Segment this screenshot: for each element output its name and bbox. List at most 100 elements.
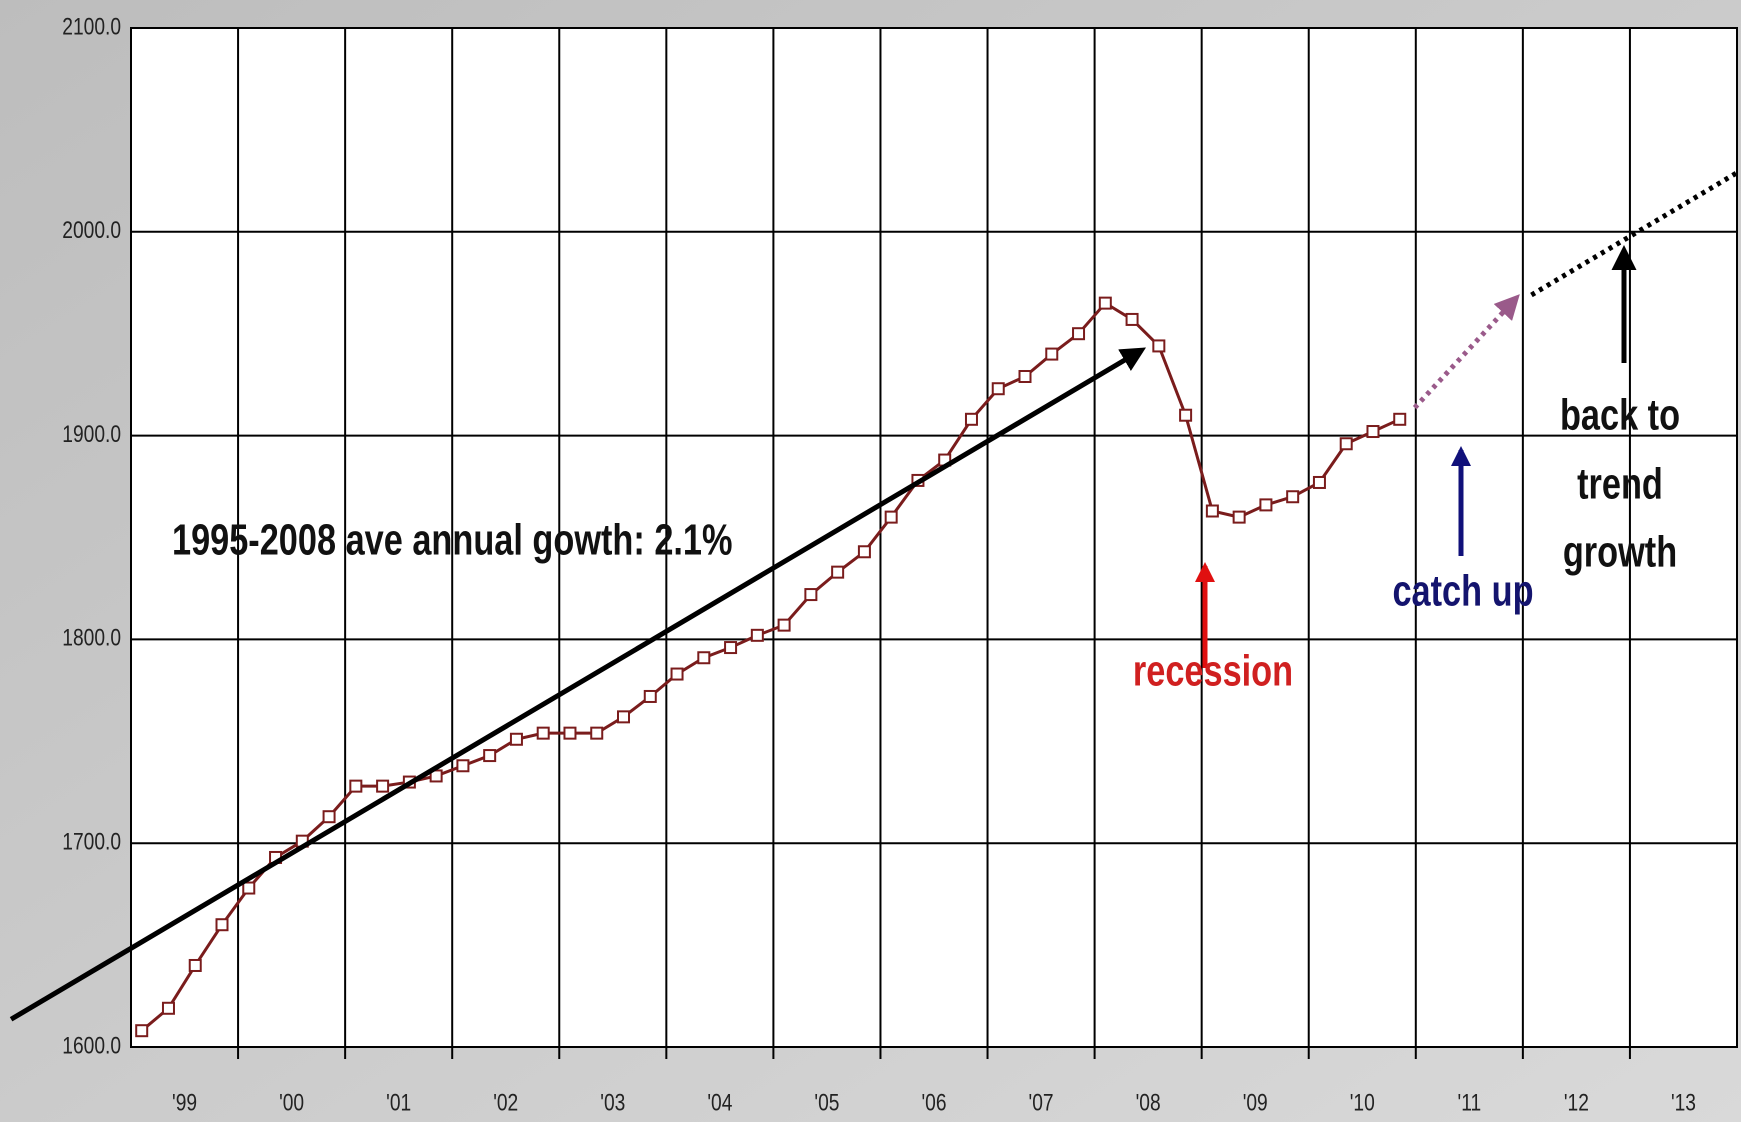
point-marker (188, 958, 202, 972)
point-marker (1393, 412, 1407, 426)
point-marker (964, 412, 978, 426)
y-tick-group: 1800.0 (62, 624, 121, 652)
point-marker (1098, 296, 1112, 310)
x-tick-group: '08 (1136, 1088, 1161, 1116)
point-marker (991, 382, 1005, 396)
point-marker (617, 710, 631, 724)
y-tick-label: 1800.0 (62, 624, 121, 652)
x-tick-label: '02 (493, 1088, 518, 1116)
y-tick-label: 1600.0 (62, 1031, 121, 1059)
point-marker (831, 565, 845, 579)
point-marker (857, 545, 871, 559)
trend-line (9, 347, 1147, 1022)
point-marker (322, 810, 336, 824)
point-marker (1152, 339, 1166, 353)
y-tick-group: 1900.0 (62, 420, 121, 448)
y-tick-label: 1700.0 (62, 827, 121, 855)
point-marker (1232, 510, 1246, 524)
catch-up-label: catch up (1392, 567, 1533, 616)
point-marker (483, 749, 497, 763)
x-tick-label: '99 (172, 1088, 197, 1116)
x-tick-label: '08 (1136, 1088, 1161, 1116)
point-marker (161, 1001, 175, 1015)
x-tick-group: '10 (1350, 1088, 1375, 1116)
x-tick-group: '07 (1029, 1088, 1054, 1116)
point-marker (215, 918, 229, 932)
plot-area (131, 28, 1737, 1047)
point-marker (750, 628, 764, 642)
plot-frame (130, 27, 1738, 1048)
point-marker (670, 667, 684, 681)
x-tick-group: '09 (1243, 1088, 1268, 1116)
x-tick-label: '01 (386, 1088, 411, 1116)
x-tick-group: '05 (814, 1088, 839, 1116)
point-marker (1339, 437, 1353, 451)
point-marker (349, 779, 363, 793)
point-marker (1205, 504, 1219, 518)
y-tick-label: 1900.0 (62, 420, 121, 448)
point-marker (1286, 490, 1300, 504)
x-tick-group: '01 (386, 1088, 411, 1116)
grid (130, 27, 1738, 1059)
point-marker (1179, 408, 1193, 422)
point-marker (242, 881, 256, 895)
y-tick-group: 1600.0 (62, 1031, 121, 1059)
point-marker (697, 651, 711, 665)
x-tick-label: '03 (600, 1088, 625, 1116)
x-tick-group: '02 (493, 1088, 518, 1116)
y-tick-label: 2000.0 (62, 216, 121, 244)
point-marker (536, 726, 550, 740)
point-marker (509, 732, 523, 746)
growth-note: 1995-2008 ave annual gowth: 2.1% (172, 516, 733, 565)
x-tick-label: '00 (279, 1088, 304, 1116)
x-tick-group: '11 (1458, 1088, 1482, 1116)
point-marker (643, 689, 657, 703)
point-marker (1366, 425, 1380, 439)
trend-line (1530, 170, 1739, 298)
trend-label: trend (1577, 460, 1663, 509)
x-tick-label: '10 (1350, 1088, 1375, 1116)
x-tick-label: '06 (921, 1088, 946, 1116)
x-tick-label: '05 (814, 1088, 839, 1116)
recession-label: recession (1133, 647, 1293, 696)
point-marker (135, 1024, 149, 1038)
point-marker (456, 759, 470, 773)
growth-note-group: 1995-2008 ave annual gowth: 2.1% (172, 516, 733, 565)
x-tick-label: '04 (707, 1088, 732, 1116)
x-tick-group: '12 (1564, 1088, 1589, 1116)
x-tick-group: '06 (921, 1088, 946, 1116)
x-tick-group: '03 (600, 1088, 625, 1116)
point-marker (1259, 498, 1273, 512)
y-tick-group: 2000.0 (62, 216, 121, 244)
trend-label: back to (1560, 391, 1680, 440)
point-marker (777, 618, 791, 632)
x-tick-label: '11 (1458, 1088, 1482, 1116)
x-tick-label: '12 (1564, 1088, 1589, 1116)
recession-group: recession (1133, 647, 1293, 696)
catch-up-group: catch up (1392, 567, 1533, 616)
trend-group: back to trend growth (1560, 391, 1680, 577)
x-tick-group: '99 (172, 1088, 197, 1116)
point-marker (1072, 327, 1086, 341)
x-tick-label: '13 (1671, 1088, 1696, 1116)
x-tick-group: '13 (1671, 1088, 1696, 1116)
point-marker (376, 779, 390, 793)
y-tick-group: 1700.0 (62, 827, 121, 855)
point-marker (1018, 369, 1032, 383)
y-tick-group: 2100.0 (62, 12, 121, 40)
point-marker (1125, 312, 1139, 326)
point-marker (1045, 347, 1059, 361)
x-tick-group: '00 (279, 1088, 304, 1116)
y-tick-label: 2100.0 (62, 12, 121, 40)
x-tick-group: '04 (707, 1088, 732, 1116)
point-marker (724, 641, 738, 655)
trend-line (1412, 294, 1520, 410)
point-marker (563, 726, 577, 740)
point-marker (884, 510, 898, 524)
point-marker (804, 588, 818, 602)
trend-label: growth (1563, 528, 1677, 577)
point-marker (1312, 475, 1326, 489)
point-marker (590, 726, 604, 740)
